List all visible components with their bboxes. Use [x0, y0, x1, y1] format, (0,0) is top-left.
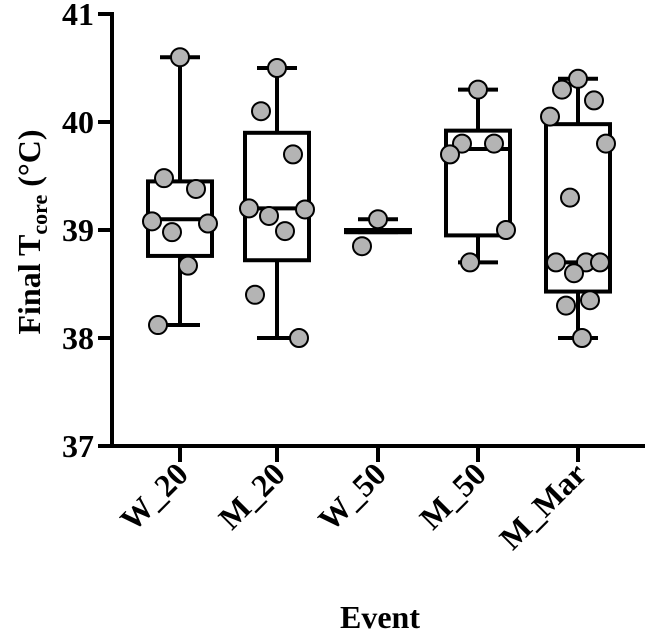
x-tick-label-M_20: M_20	[211, 455, 292, 536]
point-M_50-4	[496, 220, 516, 240]
x-tick-label-W_50: W_50	[311, 455, 393, 537]
y-tick-label-37: 37	[62, 428, 94, 464]
point-W_20-3	[142, 211, 162, 232]
point-M_20-2	[283, 144, 303, 165]
y-tick-label-38: 38	[62, 320, 94, 356]
point-M_20-6	[275, 221, 295, 242]
boxes	[146, 55, 612, 340]
y-tick-label-40: 40	[62, 104, 94, 140]
point-W_20-6	[178, 255, 198, 276]
x-tick-label-M_50: M_50	[412, 455, 493, 536]
point-W_20-7	[148, 315, 168, 336]
y-axis-title: Final Tcore (°C)	[11, 129, 52, 334]
data-points	[142, 47, 616, 348]
point-W_20-2	[186, 178, 206, 199]
point-M_20-8	[289, 328, 309, 348]
point-M_20-7	[245, 284, 265, 305]
point-M_20-0	[267, 58, 287, 78]
point-M_Mar-11	[556, 295, 576, 316]
point-M_50-2	[484, 133, 504, 154]
point-M_Mar-2	[584, 90, 604, 111]
point-M_Mar-4	[596, 133, 616, 154]
point-W_20-5	[162, 222, 182, 243]
point-M_50-0	[468, 79, 488, 100]
point-M_50-3	[440, 144, 460, 165]
point-W_20-4	[198, 213, 218, 234]
y-axis-title-main: Final T	[11, 235, 47, 335]
point-M_20-1	[251, 101, 271, 122]
point-M_Mar-0	[568, 68, 588, 89]
x-axis-title: Event	[340, 599, 420, 635]
y-tick-label-39: 39	[62, 212, 94, 248]
point-W_50-1	[352, 236, 372, 257]
point-M_20-4	[295, 199, 315, 220]
point-M_Mar-10	[580, 290, 600, 311]
point-M_50-5	[460, 252, 480, 273]
y-axis-title-subscript: core	[27, 194, 52, 234]
point-M_20-5	[259, 205, 279, 226]
x-tick-label-W_20: W_20	[113, 455, 195, 537]
point-M_Mar-9	[564, 263, 584, 284]
point-M_Mar-5	[560, 187, 580, 208]
point-M_Mar-3	[540, 106, 560, 127]
point-M_Mar-8	[590, 252, 610, 273]
axis-labels: Event Final Tcore (°C)	[11, 129, 420, 635]
point-M_Mar-1	[552, 79, 572, 100]
y-tick-label-41: 41	[62, 0, 94, 32]
point-W_50-0	[368, 209, 388, 230]
y-axis-title-unit: (°C)	[11, 129, 47, 194]
point-W_20-1	[154, 168, 174, 189]
point-M_Mar-12	[572, 328, 592, 348]
point-W_20-0	[170, 47, 190, 68]
point-M_20-3	[239, 198, 259, 219]
x-tick-label-M_Mar: M_Mar	[492, 455, 593, 556]
point-M_Mar-7	[546, 252, 566, 273]
